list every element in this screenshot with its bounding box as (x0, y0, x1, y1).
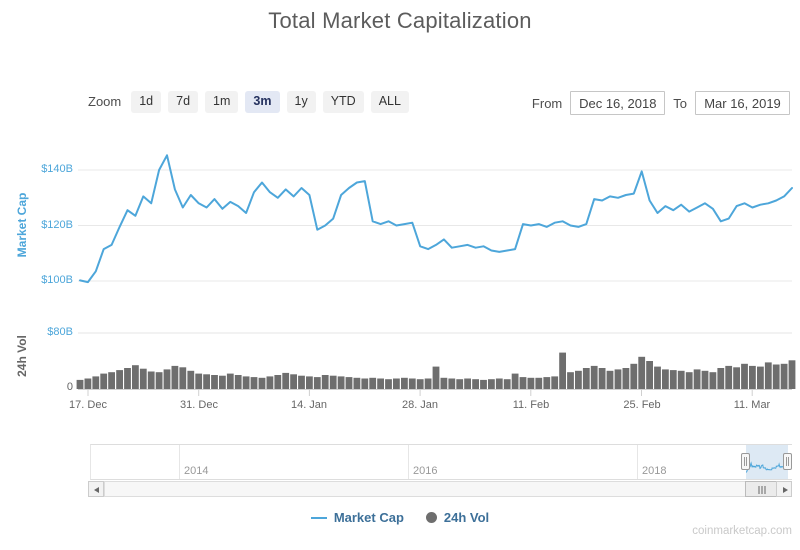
range-selector: Zoom 1d 7d 1m 3m 1y YTD ALL (88, 91, 409, 113)
scroll-right-icon (782, 486, 788, 493)
range-button-7d[interactable]: 7d (168, 91, 199, 113)
xtick-25-feb: 25. Feb (623, 399, 661, 411)
chart-plot-area[interactable] (0, 130, 800, 415)
from-date-input[interactable] (570, 91, 666, 115)
watermark: coinmarketcap.com (692, 525, 792, 537)
date-range-inputs: From To (532, 91, 790, 115)
xtick-31-dec: 31. Dec (180, 399, 218, 411)
navigator-gridline (637, 445, 638, 479)
scrollbar-track[interactable] (104, 481, 761, 497)
zoom-label: Zoom (88, 94, 122, 110)
range-button-1d[interactable]: 1d (131, 91, 162, 113)
to-label: To (673, 95, 687, 111)
range-button-ytd[interactable]: YTD (322, 91, 364, 113)
ytick-120b: $120B (41, 219, 73, 231)
range-button-1y[interactable]: 1y (286, 91, 316, 113)
ytick-140b: $140B (41, 163, 73, 175)
circle-symbol-icon (425, 512, 437, 523)
legend-volume-label: 24h Vol (443, 510, 490, 525)
xtick-28-jan: 28. Jan (401, 399, 439, 411)
from-label: From (531, 95, 563, 111)
legend-item-market-cap[interactable]: Market Cap (310, 510, 404, 525)
xtick-11-mar: 11. Mar (733, 399, 771, 411)
ytick-100b: $100B (41, 274, 73, 286)
navigator-year-2016: 2016 (413, 465, 438, 477)
navigator-year-2018: 2018 (642, 465, 667, 477)
legend-item-24h-vol[interactable]: 24h Vol (425, 510, 490, 525)
range-button-all[interactable]: ALL (370, 91, 409, 113)
market-cap-line (79, 154, 793, 284)
ytick-80b: $80B (47, 326, 73, 338)
x-axis (78, 389, 792, 396)
chart-title: Total Market Capitalization (268, 8, 532, 33)
range-button-1m[interactable]: 1m (205, 91, 239, 113)
scrollbar-right-button[interactable] (776, 481, 792, 497)
line-symbol-icon (310, 516, 327, 519)
scrollbar-thumb[interactable] (745, 481, 778, 497)
legend-market-cap-label: Market Cap (333, 510, 404, 525)
gridlines (78, 169, 792, 334)
navigator-mini-series (746, 461, 788, 473)
chart-legend: Market Cap 24h Vol (0, 510, 800, 525)
navigator-selected-range[interactable] (746, 445, 788, 479)
navigator-gridline (179, 445, 180, 479)
range-button-3m[interactable]: 3m (245, 91, 280, 113)
navigator-right-handle[interactable] (783, 453, 792, 470)
navigator-left-handle[interactable] (741, 453, 750, 470)
ytick-zero: 0 (66, 381, 73, 393)
navigator[interactable]: 2014 2016 2018 (90, 444, 792, 480)
chart-scrollbar (88, 481, 792, 497)
scrollbar-left-button[interactable] (88, 481, 104, 497)
navigator-gridline (408, 445, 409, 479)
navigator-year-2014: 2014 (184, 465, 209, 477)
scrollbar-grip-icon (758, 486, 765, 494)
volume-series (76, 352, 796, 389)
xtick-17-dec: 17. Dec (69, 399, 107, 411)
xtick-11-feb: 11. Feb (512, 399, 550, 411)
xtick-14-jan: 14. Jan (290, 399, 328, 411)
scroll-left-icon (93, 486, 99, 493)
to-date-input[interactable] (695, 91, 790, 115)
